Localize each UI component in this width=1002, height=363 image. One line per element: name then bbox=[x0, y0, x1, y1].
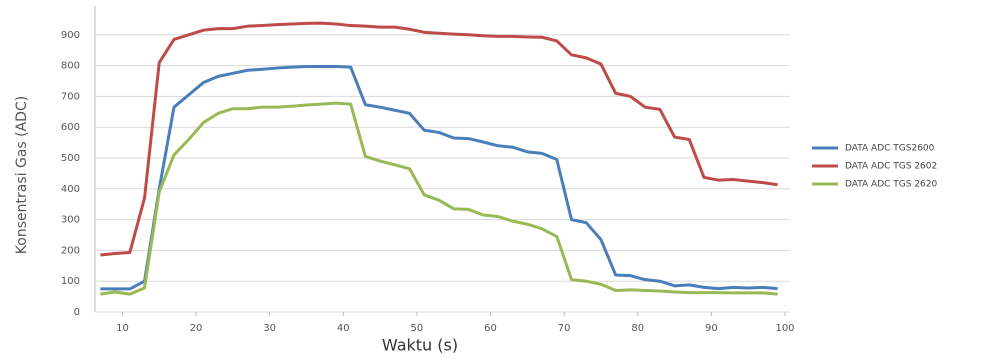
y-tick-label: 800 bbox=[61, 61, 80, 72]
series-line bbox=[100, 65, 778, 291]
x-tick-label: 90 bbox=[705, 323, 718, 334]
y-tick-label: 600 bbox=[61, 122, 80, 133]
y-tick-label: 500 bbox=[61, 153, 80, 164]
legend-label: DATA ADC TGS 2602 bbox=[845, 162, 937, 172]
x-tick-label: 10 bbox=[116, 323, 129, 334]
series-line bbox=[100, 101, 778, 296]
x-tick-label: 50 bbox=[411, 323, 424, 334]
y-tick-label: 100 bbox=[61, 276, 80, 287]
x-tick-label: 40 bbox=[337, 323, 350, 334]
y-tick-label: 900 bbox=[61, 30, 80, 41]
legend-label: DATA ADC TGS 2620 bbox=[845, 180, 938, 190]
y-tick-label: 700 bbox=[61, 91, 80, 102]
x-tick-label: 30 bbox=[263, 323, 276, 334]
legend-label: DATA ADC TGS2600 bbox=[845, 144, 935, 154]
y-tick-label: 400 bbox=[61, 184, 80, 195]
x-tick-label: 20 bbox=[190, 323, 203, 334]
y-tick-label: 0 bbox=[74, 307, 80, 318]
x-tick-label: 70 bbox=[558, 323, 571, 334]
x-axis-label: Waktu (s) bbox=[382, 336, 458, 355]
y-tick-label: 200 bbox=[61, 245, 80, 256]
x-tick-label: 80 bbox=[631, 323, 644, 334]
x-tick-label: 60 bbox=[484, 323, 497, 334]
y-tick-label: 300 bbox=[61, 215, 80, 226]
x-tick-label: 100 bbox=[775, 323, 794, 334]
y-axis-label: Konsentrasi Gas (ADC) bbox=[14, 96, 30, 254]
series-line bbox=[100, 21, 778, 257]
